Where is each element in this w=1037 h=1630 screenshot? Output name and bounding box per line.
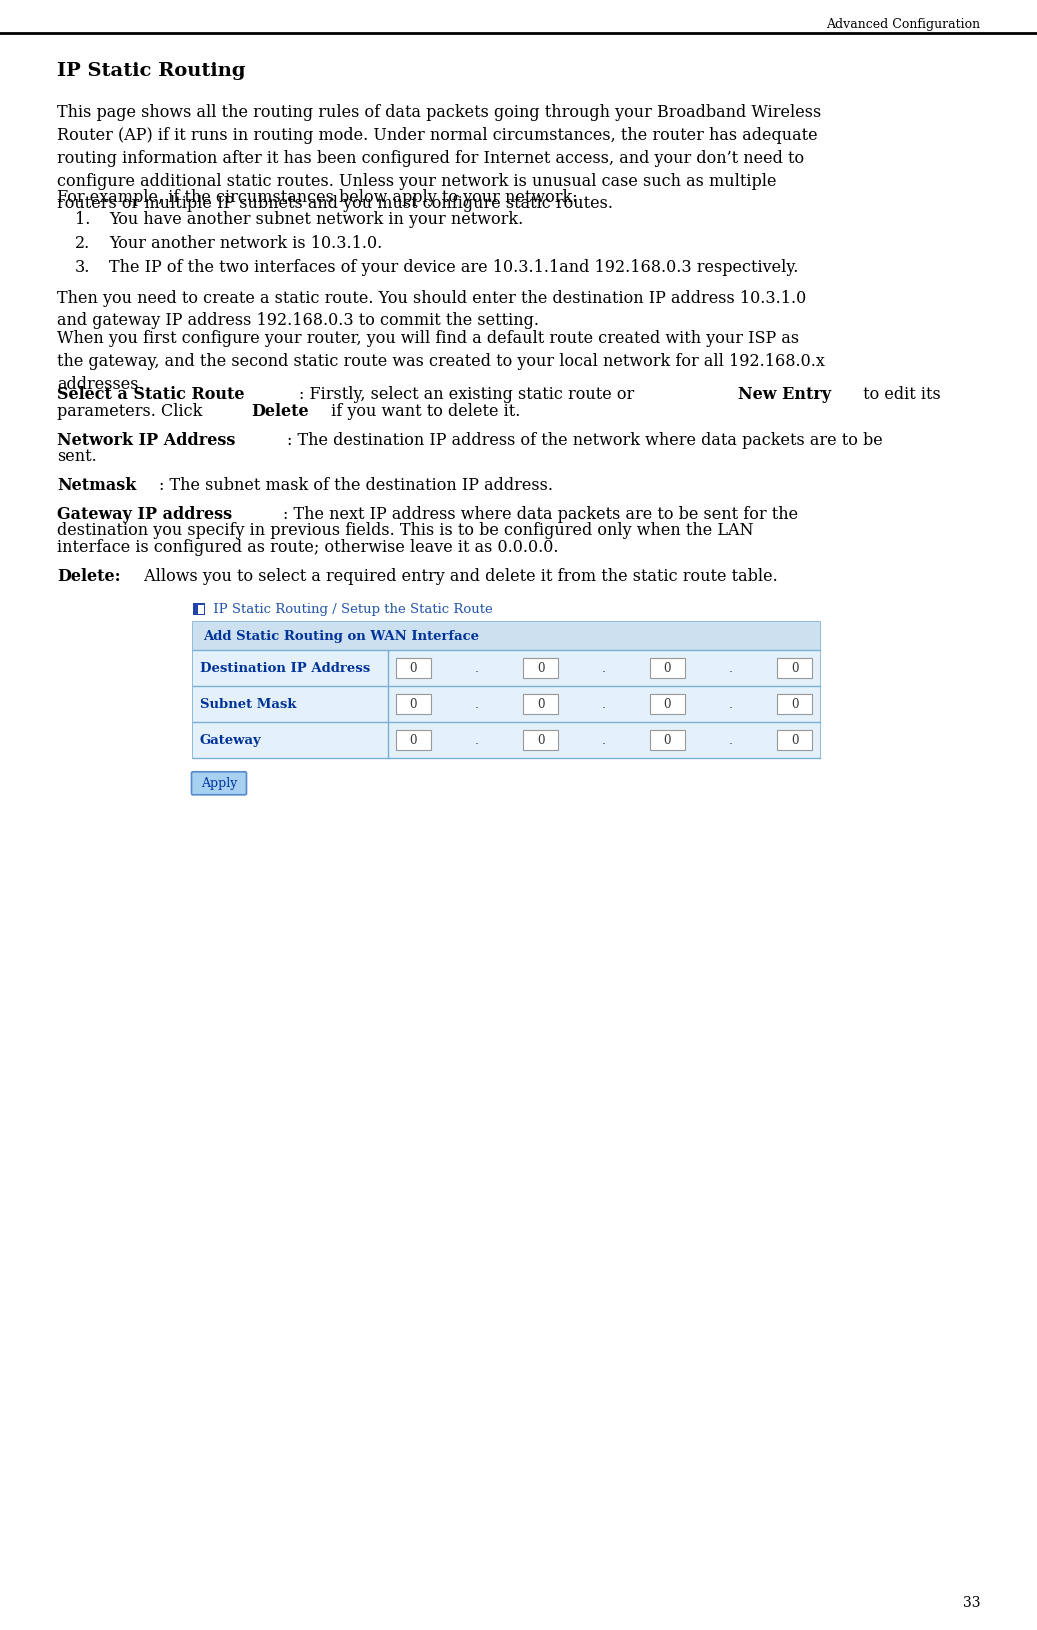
Text: 0: 0 xyxy=(537,662,544,675)
Text: The IP of the two interfaces of your device are 10.3.1.1and 192.168.0.3 respecti: The IP of the two interfaces of your dev… xyxy=(109,259,798,277)
Text: This page shows all the routing rules of data packets going through your Broadba: This page shows all the routing rules of… xyxy=(57,104,821,212)
Bar xyxy=(195,605,197,615)
Text: Gateway IP address: Gateway IP address xyxy=(57,505,232,523)
Text: Network IP Address: Network IP Address xyxy=(57,432,235,448)
Text: 0: 0 xyxy=(537,698,544,711)
Bar xyxy=(523,659,558,678)
Text: Subnet Mask: Subnet Mask xyxy=(200,698,297,711)
Bar xyxy=(396,730,431,750)
Text: Advanced Configuration: Advanced Configuration xyxy=(825,18,980,31)
Text: .: . xyxy=(602,734,606,747)
Text: Gateway: Gateway xyxy=(200,734,261,747)
Bar xyxy=(396,694,431,714)
Text: Destination IP Address: Destination IP Address xyxy=(200,662,370,675)
Text: 0: 0 xyxy=(410,734,417,747)
Bar xyxy=(777,659,812,678)
Text: to edit its: to edit its xyxy=(859,386,941,404)
Text: : Firstly, select an existing static route or: : Firstly, select an existing static rou… xyxy=(299,386,639,404)
Bar xyxy=(650,694,685,714)
Text: destination you specify in previous fields. This is to be configured only when t: destination you specify in previous fiel… xyxy=(57,522,754,540)
Text: 0: 0 xyxy=(791,662,798,675)
Text: 0: 0 xyxy=(664,698,671,711)
Bar xyxy=(650,730,685,750)
Text: 2.: 2. xyxy=(75,235,90,253)
Text: .: . xyxy=(475,662,479,675)
Text: IP Static Routing / Setup the Static Route: IP Static Routing / Setup the Static Rou… xyxy=(209,603,493,616)
Text: : The next IP address where data packets are to be sent for the: : The next IP address where data packets… xyxy=(283,505,798,523)
Text: .: . xyxy=(602,662,606,675)
Text: 0: 0 xyxy=(410,662,417,675)
Bar xyxy=(193,686,820,722)
Text: Delete:: Delete: xyxy=(57,567,120,585)
Bar xyxy=(777,730,812,750)
Bar xyxy=(650,659,685,678)
FancyBboxPatch shape xyxy=(192,771,247,795)
Text: Then you need to create a static route. You should enter the destination IP addr: Then you need to create a static route. … xyxy=(57,290,806,329)
Text: For example, if the circumstances below apply to your network:: For example, if the circumstances below … xyxy=(57,189,578,205)
Text: 3.: 3. xyxy=(75,259,90,277)
Text: 33: 33 xyxy=(962,1596,980,1610)
Text: You have another subnet network in your network.: You have another subnet network in your … xyxy=(109,210,524,228)
Text: .: . xyxy=(475,734,479,747)
Bar xyxy=(193,650,820,686)
Text: : The destination IP address of the network where data packets are to be: : The destination IP address of the netw… xyxy=(287,432,882,448)
Text: .: . xyxy=(475,698,479,711)
Bar xyxy=(193,623,820,650)
Text: IP Static Routing: IP Static Routing xyxy=(57,62,246,80)
Text: 0: 0 xyxy=(537,734,544,747)
Text: .: . xyxy=(602,698,606,711)
Text: .: . xyxy=(729,698,733,711)
Text: Add Static Routing on WAN Interface: Add Static Routing on WAN Interface xyxy=(203,629,479,642)
Text: interface is configured as route; otherwise leave it as 0.0.0.0.: interface is configured as route; otherw… xyxy=(57,540,559,556)
Bar xyxy=(523,694,558,714)
Bar xyxy=(193,722,820,758)
Text: 0: 0 xyxy=(791,698,798,711)
Text: 0: 0 xyxy=(664,662,671,675)
Text: parameters. Click: parameters. Click xyxy=(57,403,207,421)
Bar xyxy=(396,659,431,678)
Bar xyxy=(193,603,205,615)
Text: When you first configure your router, you will find a default route created with: When you first configure your router, yo… xyxy=(57,329,824,393)
Text: Delete: Delete xyxy=(251,403,309,421)
Bar xyxy=(523,730,558,750)
Text: Your another network is 10.3.1.0.: Your another network is 10.3.1.0. xyxy=(109,235,383,253)
Text: 0: 0 xyxy=(410,698,417,711)
Text: New Entry: New Entry xyxy=(738,386,832,404)
Text: Apply: Apply xyxy=(201,778,237,791)
Text: .: . xyxy=(729,662,733,675)
Text: 0: 0 xyxy=(791,734,798,747)
Text: 1.: 1. xyxy=(75,210,90,228)
Text: Allows you to select a required entry and delete it from the static route table.: Allows you to select a required entry an… xyxy=(139,567,778,585)
Bar xyxy=(193,623,820,758)
Bar xyxy=(195,605,203,615)
Text: 0: 0 xyxy=(664,734,671,747)
Text: .: . xyxy=(729,734,733,747)
Text: Netmask: Netmask xyxy=(57,478,136,494)
Text: : The subnet mask of the destination IP address.: : The subnet mask of the destination IP … xyxy=(160,478,554,494)
Text: if you want to delete it.: if you want to delete it. xyxy=(326,403,520,421)
Text: sent.: sent. xyxy=(57,448,96,466)
Text: Select a Static Route: Select a Static Route xyxy=(57,386,245,404)
Bar xyxy=(777,694,812,714)
